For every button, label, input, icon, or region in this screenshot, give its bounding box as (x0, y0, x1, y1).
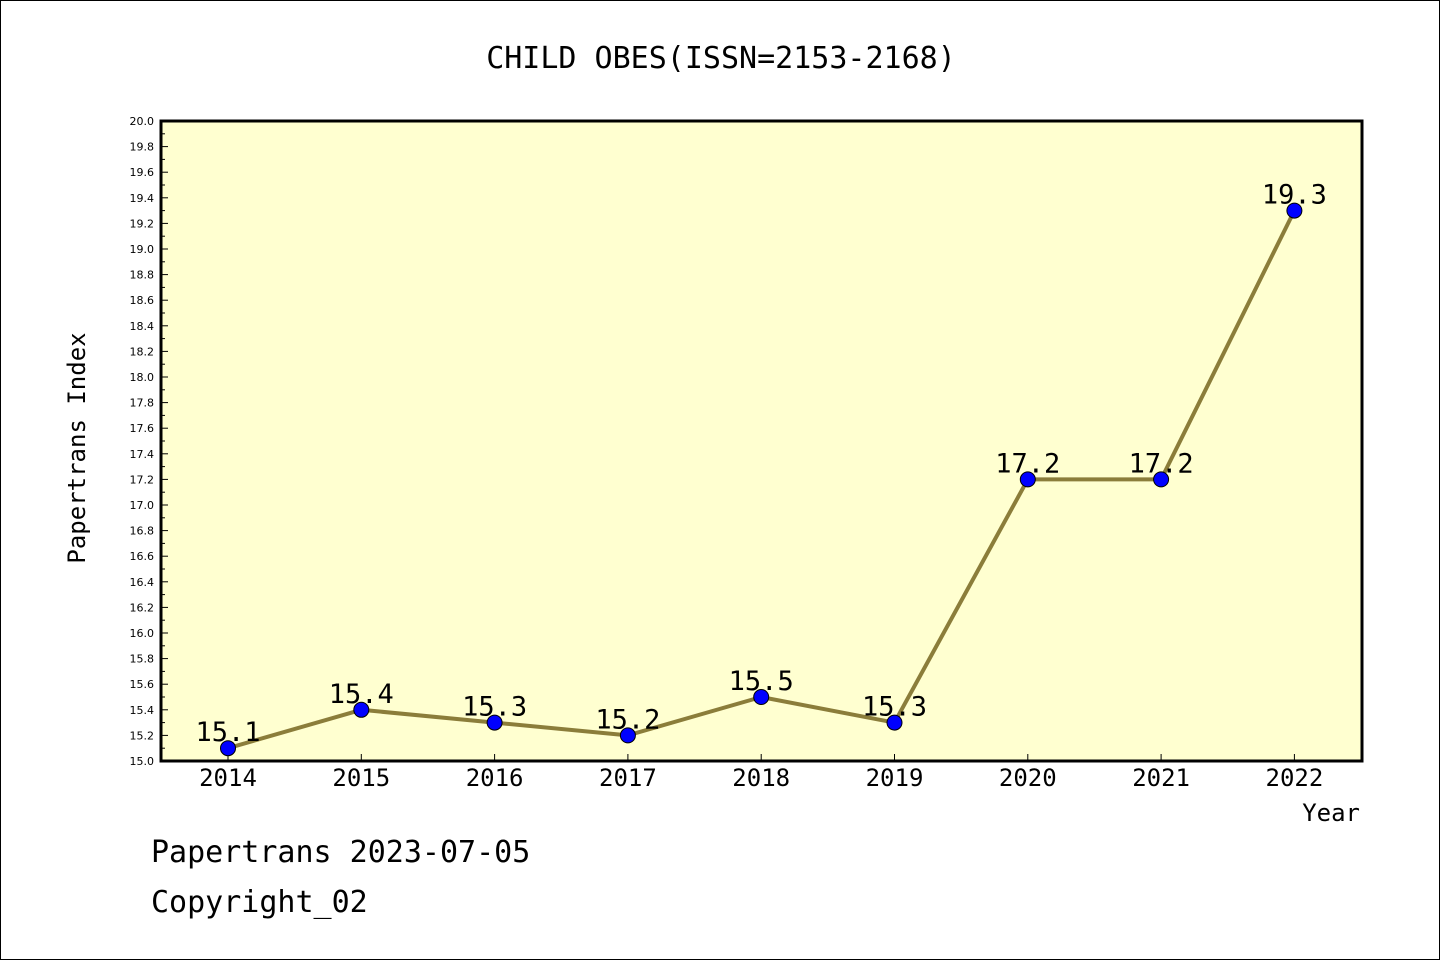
x-tick-label: 2022 (1266, 764, 1324, 792)
y-axis-label: Papertrans Index (63, 332, 91, 563)
y-tick-label: 19.4 (130, 192, 155, 205)
data-label: 15.1 (195, 717, 260, 748)
y-tick-label: 15.8 (130, 653, 155, 666)
data-point (220, 740, 236, 757)
footer-copyright: Copyright_02 (151, 885, 368, 920)
y-tick-label: 16.4 (130, 576, 155, 589)
data-point (1286, 202, 1303, 219)
data-label: 15.3 (462, 692, 527, 723)
x-tick-label: 2017 (599, 764, 657, 792)
y-tick-label: 15.0 (130, 755, 155, 768)
y-tick-label: 17.4 (130, 448, 155, 461)
x-tick-label: 2019 (866, 764, 924, 792)
y-tick-label: 19.2 (130, 217, 155, 230)
data-point (886, 714, 903, 731)
y-tick-label: 18.0 (130, 371, 155, 384)
x-axis: 2014 2015 2016 2017 2018 2019 2020 2021 2022 (199, 754, 1323, 792)
data-label: 15.5 (729, 666, 794, 697)
y-tick-label: 17.2 (130, 473, 155, 486)
y-tick-label: 17.0 (130, 499, 155, 512)
chart-title: CHILD OBES(ISSN=2153-2168) (486, 41, 956, 76)
data-point (1153, 471, 1170, 488)
data-label: 17.2 (1129, 448, 1194, 479)
y-tick-label: 20.0 (130, 115, 155, 128)
data-points: 15.1 15.4 15.3 15.2 15.5 15.3 17.2 17.2 19.3 (195, 180, 1327, 757)
x-tick-label: 2020 (999, 764, 1057, 792)
y-tick-label: 18.4 (130, 320, 155, 333)
y-tick-label: 17.6 (130, 422, 155, 435)
x-tick-label: 2015 (332, 764, 390, 792)
data-label: 17.2 (995, 448, 1060, 479)
y-tick-label: 16.2 (130, 601, 155, 614)
y-axis: 15.0 15.2 15.4 15.6 15.8 16.0 16.2 16.4 16.6 16.8… (130, 115, 168, 768)
x-axis-label: Year (1302, 799, 1360, 827)
y-tick-label: 19.8 (130, 141, 155, 154)
data-label: 15.4 (329, 679, 394, 710)
y-tick-label: 15.6 (130, 678, 155, 691)
y-tick-label: 18.8 (130, 269, 155, 282)
data-point (486, 714, 503, 731)
plot-area (161, 121, 1362, 761)
y-tick-label: 16.8 (130, 525, 155, 538)
x-tick-label: 2016 (466, 764, 524, 792)
data-label: 15.2 (595, 704, 660, 735)
data-label: 19.3 (1262, 180, 1327, 211)
y-tick-label: 19.0 (130, 243, 155, 256)
y-tick-label: 18.6 (130, 294, 155, 307)
x-tick-label: 2021 (1132, 764, 1190, 792)
y-tick-label: 15.4 (130, 704, 155, 717)
x-tick-label: 2014 (199, 764, 257, 792)
data-point (353, 701, 370, 718)
footer-date: Papertrans 2023-07-05 (151, 835, 531, 870)
x-tick-label: 2018 (732, 764, 790, 792)
y-tick-label: 18.2 (130, 345, 155, 358)
data-point (1019, 471, 1036, 488)
y-tick-label: 16.0 (130, 627, 155, 640)
y-tick-label: 19.6 (130, 166, 155, 179)
y-tick-label: 16.6 (130, 550, 155, 563)
data-point (753, 689, 770, 705)
y-tick-label: 15.2 (130, 729, 155, 742)
data-label: 15.3 (862, 692, 927, 723)
y-tick-label: 17.8 (130, 397, 155, 410)
data-point (619, 727, 636, 744)
plot-border (159, 119, 1364, 763)
